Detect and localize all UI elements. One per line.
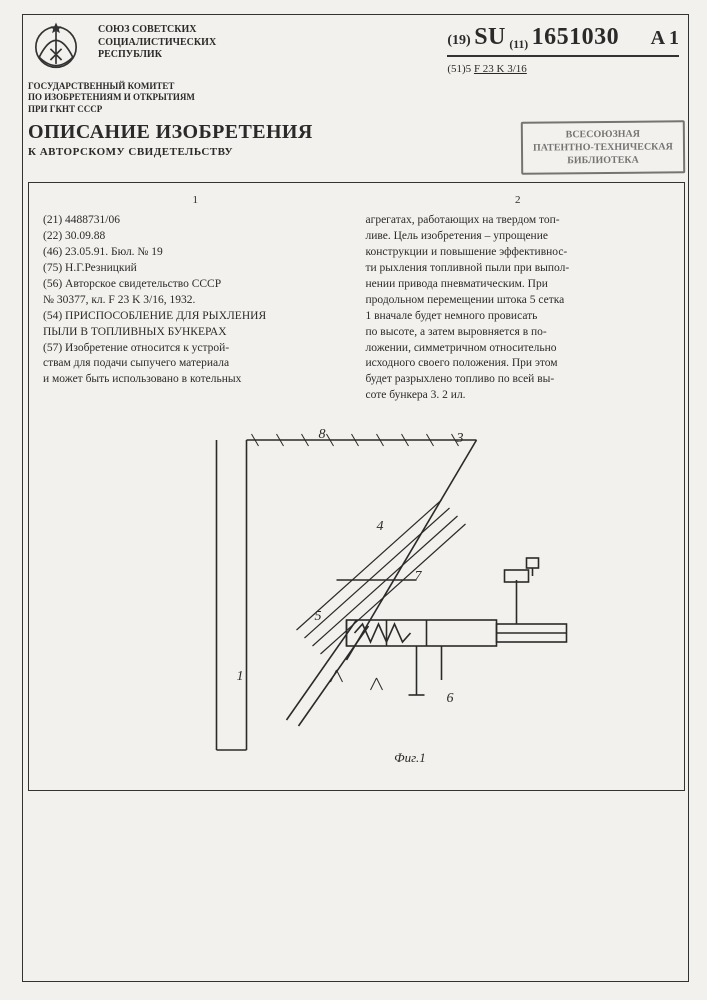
column-2: 2 агрегатах, работающих на твердом топ- … xyxy=(366,193,671,405)
field-75: (75) Н.Г.Резницкий xyxy=(43,261,348,276)
field-54: ПЫЛИ В ТОПЛИВНЫХ БУНКЕРАХ xyxy=(43,325,348,340)
figure-1: 8 3 4 7 5 6 1 Фиг.1 xyxy=(43,420,670,780)
org-name: СОЮЗ СОВЕТСКИХ СОЦИАЛИСТИЧЕСКИХ РЕСПУБЛИ… xyxy=(98,18,216,62)
abstract-line: агрегатах, работающих на твердом топ- xyxy=(366,213,671,228)
committee-line: ПРИ ГКНТ СССР xyxy=(28,104,685,115)
doc-subtitle: К АВТОРСКОМУ СВИДЕТЕЛЬСТВУ xyxy=(28,146,313,158)
field-56: № 30377, кл. F 23 K 3/16, 1932. xyxy=(43,293,348,308)
publication-number: (19) SU (11) 1651030 A 1 xyxy=(447,24,679,51)
org-line: СОЮЗ СОВЕТСКИХ xyxy=(98,24,216,37)
abstract-line: конструкции и повышение эффективнос- xyxy=(366,245,671,260)
content-frame: 1 (21) 4488731/06 (22) 30.09.88 (46) 23.… xyxy=(28,182,685,792)
figure-1-svg: 8 3 4 7 5 6 1 xyxy=(43,420,670,780)
abstract-columns: 1 (21) 4488731/06 (22) 30.09.88 (46) 23.… xyxy=(43,193,670,405)
field-57: и может быть использовано в котельных xyxy=(43,372,348,387)
committee-line: ПО ИЗОБРЕТЕНИЯМ И ОТКРЫТИЯМ xyxy=(28,92,685,103)
field-54: (54) ПРИСПОСОБЛЕНИЕ ДЛЯ РЫХЛЕНИЯ xyxy=(43,309,348,324)
abstract-line: ложении, симметричном относительно xyxy=(366,341,671,356)
ussr-emblem-icon xyxy=(28,18,84,74)
classification: (51)5 F 23 K 3/16 xyxy=(447,63,679,75)
field-46: (46) 23.05.91. Бюл. № 19 xyxy=(43,245,348,260)
figure-caption: Фиг.1 xyxy=(394,750,426,766)
committee-block: ГОСУДАРСТВЕННЫЙ КОМИТЕТ ПО ИЗОБРЕТЕНИЯМ … xyxy=(28,81,685,115)
doc-title: ОПИСАНИЕ ИЗОБРЕТЕНИЯ xyxy=(28,121,313,144)
abstract-line: по высоте, а затем выровняется в по- xyxy=(366,325,671,340)
stamp-line: ВСЕСОЮЗНАЯ xyxy=(533,127,673,141)
title-block: ОПИСАНИЕ ИЗОБРЕТЕНИЯ К АВТОРСКОМУ СВИДЕТ… xyxy=(28,121,313,158)
field-21: (21) 4488731/06 xyxy=(43,213,348,228)
abstract-line: исходного своего положения. При этом xyxy=(366,356,671,371)
fig-label-7: 7 xyxy=(415,569,423,584)
fig-label-6: 6 xyxy=(447,691,454,706)
publication-number-block: (19) SU (11) 1651030 A 1 (51)5 F 23 K 3/… xyxy=(447,18,685,75)
field-22: (22) 30.09.88 xyxy=(43,229,348,244)
class-code: F 23 K 3/16 xyxy=(474,63,527,75)
title-row: ОПИСАНИЕ ИЗОБРЕТЕНИЯ К АВТОРСКОМУ СВИДЕТ… xyxy=(28,121,685,174)
fig-label-5: 5 xyxy=(315,609,322,624)
library-stamp: ВСЕСОЮЗНАЯ ПАТЕНТНО-ТЕХНИЧЕСКАЯ БИБЛИОТЕ… xyxy=(521,120,685,174)
field-56: (56) Авторское свидетельство СССР xyxy=(43,277,348,292)
abstract-line: соте бункера 3. 2 ил. xyxy=(366,388,671,403)
abstract-line: продольном перемещении штока 5 сетка xyxy=(366,293,671,308)
fig-label-4: 4 xyxy=(377,519,384,534)
committee-line: ГОСУДАРСТВЕННЫЙ КОМИТЕТ xyxy=(28,81,685,92)
field-57: ствам для подачи сыпучего материала xyxy=(43,356,348,371)
pub-country: SU xyxy=(474,24,506,50)
abstract-line: ти рыхления топливной пыли при выпол- xyxy=(366,261,671,276)
fig-label-8: 8 xyxy=(319,427,326,442)
org-line: РЕСПУБЛИК xyxy=(98,49,216,62)
abstract-line: нении привода пневматическим. При xyxy=(366,277,671,292)
org-line: СОЦИАЛИСТИЧЕСКИХ xyxy=(98,37,216,50)
pub-suffix: A 1 xyxy=(651,27,679,49)
fig-label-3: 3 xyxy=(456,431,464,446)
abstract-line: будет разрыхлено топливо по всей вы- xyxy=(366,372,671,387)
pub-prefix: (19) xyxy=(447,33,470,48)
class-prefix: (51)5 xyxy=(447,63,471,75)
header-row: СОЮЗ СОВЕТСКИХ СОЦИАЛИСТИЧЕСКИХ РЕСПУБЛИ… xyxy=(28,18,685,75)
col-number: 1 xyxy=(43,193,348,207)
fig-label-1: 1 xyxy=(237,669,244,684)
col-number: 2 xyxy=(366,193,671,207)
pub-number: 1651030 xyxy=(532,24,620,50)
abstract-line: 1 вначале будет немного провисать xyxy=(366,309,671,324)
stamp-line: ПАТЕНТНО-ТЕХНИЧЕСКАЯ xyxy=(533,140,673,154)
field-57: (57) Изобретение относится к устрой- xyxy=(43,341,348,356)
pub-sub: (11) xyxy=(509,38,528,51)
column-1: 1 (21) 4488731/06 (22) 30.09.88 (46) 23.… xyxy=(43,193,348,405)
stamp-line: БИБЛИОТЕКА xyxy=(533,153,673,167)
abstract-line: ливе. Цель изобретения – упрощение xyxy=(366,229,671,244)
divider xyxy=(447,55,679,57)
